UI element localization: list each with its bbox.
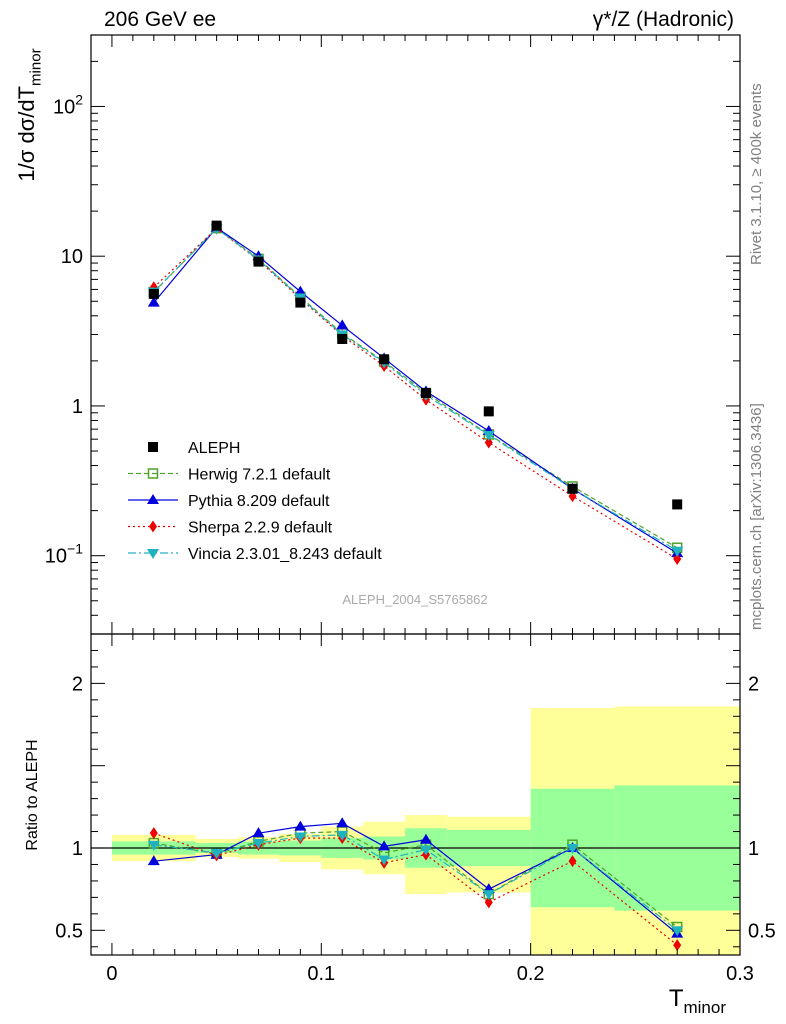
ratio-point-vincia-2-3-01-8-243-default [419,845,432,856]
ratio-point-vincia-2-3-01-8-243-default [147,840,160,851]
y-tick-label: 10−1 [45,541,83,568]
y-axis-label: 1/σ dσ/dTminor [14,48,45,181]
point-vincia-2-3-01-8-243-default [671,546,684,557]
point-aleph [295,297,306,308]
ratio-y-tick-label-right: 0.5 [748,920,776,942]
point-pythia-8-209-default [294,285,307,296]
ratio-line-vincia-2-3-01-8-243-default [153,834,678,931]
ratio-y-tick-label: 2 [72,673,83,695]
legend-marker-vincia-2-3-01-8-243-default [147,549,159,559]
ratio-frame [90,633,741,956]
point-aleph [379,354,390,365]
legend-label-vincia-2-3-01-8-243-default: Vincia 2.3.01_8.243 default [188,546,382,563]
ratio-point-pythia-8-209-default [252,827,265,838]
ratio-y-tick-label-right: 1 [748,838,759,860]
ratio-point-vincia-2-3-01-8-243-default [294,832,307,843]
ratio-point-sherpa-2-2-9-default [484,896,493,909]
x-axis-label: Tminor [669,985,727,1017]
x-tick-label: 0.1 [307,963,335,985]
ratio-point-vincia-2-3-01-8-243-default [378,855,391,866]
point-sherpa-2-2-9-default [484,436,493,449]
legend-marker-pythia-8-209-default [147,494,159,504]
ratio-point-pythia-8-209-default [378,840,391,851]
ratio-point-vincia-2-3-01-8-243-default [482,890,495,901]
point-aleph [483,406,494,417]
legend-label-pythia-8-209-default: Pythia 8.209 default [188,493,330,510]
ratio-line-herwig-7-2-1-default [153,830,678,928]
y-tick-label: 10 [61,246,83,268]
y-tick-label: 1 [72,396,83,418]
point-vincia-2-3-01-8-243-default [482,430,495,441]
ratio-point-sherpa-2-2-9-default [673,939,682,952]
ratio-point-vincia-2-3-01-8-243-default [671,926,684,937]
legend-marker-herwig-7-2-1-default [147,468,159,479]
main-frame [90,34,741,635]
y-tick-label: 102 [53,91,83,118]
point-pythia-8-209-default [147,296,160,307]
point-aleph [420,388,431,399]
point-aleph [148,288,159,299]
line-pythia-8-209-default [153,226,678,554]
ratio-point-sherpa-2-2-9-default [568,855,577,868]
legend-label-herwig-7-2-1-default: Herwig 7.2.1 default [188,467,331,484]
ratio-y-axis-label: Ratio to ALEPH [24,739,41,850]
point-pythia-8-209-default [336,319,349,330]
title-right: γ*/Z (Hadronic) [592,8,734,31]
x-tick-label: 0 [106,963,117,985]
ratio-y-tick-label-right: 2 [748,673,759,695]
watermark-label: ALEPH_2004_S5765862 [342,592,487,607]
ratio-y-tick-label: 1 [72,838,83,860]
ratio-y-tick-label: 0.5 [55,920,83,942]
legend-marker-sherpa-2-2-9-default [149,520,157,533]
ratio-point-vincia-2-3-01-8-243-default [252,839,265,850]
legend-marker-aleph [148,442,158,452]
x-tick-label: 0.2 [517,963,545,985]
ratio-point-pythia-8-209-default [294,820,307,831]
point-sherpa-2-2-9-default [673,553,682,566]
point-aleph [567,483,578,494]
point-aleph [211,220,222,231]
ratio-point-vincia-2-3-01-8-243-default [336,830,349,841]
x-tick-label: 0.3 [726,963,754,985]
ratio-point-pythia-8-209-default [336,817,349,828]
title-left: 206 GeV ee [104,8,217,31]
ratio-point-vincia-2-3-01-8-243-default [566,844,579,854]
ratio-point-pythia-8-209-default [419,833,432,844]
point-aleph [253,256,264,267]
ratio-line-pythia-8-209-default [153,822,678,935]
ratio-line-sherpa-2-2-9-default [153,832,678,946]
ratio-point-sherpa-2-2-9-default [149,827,158,840]
ratio-point-pythia-8-209-default [147,855,160,866]
point-aleph [337,333,348,344]
legend-label-aleph: ALEPH [188,440,240,457]
line-vincia-2-3-01-8-243-default [153,227,678,552]
point-aleph [672,499,683,510]
legend-label-sherpa-2-2-9-default: Sherpa 2.2.9 default [188,520,333,537]
ratio-point-vincia-2-3-01-8-243-default [210,848,223,859]
